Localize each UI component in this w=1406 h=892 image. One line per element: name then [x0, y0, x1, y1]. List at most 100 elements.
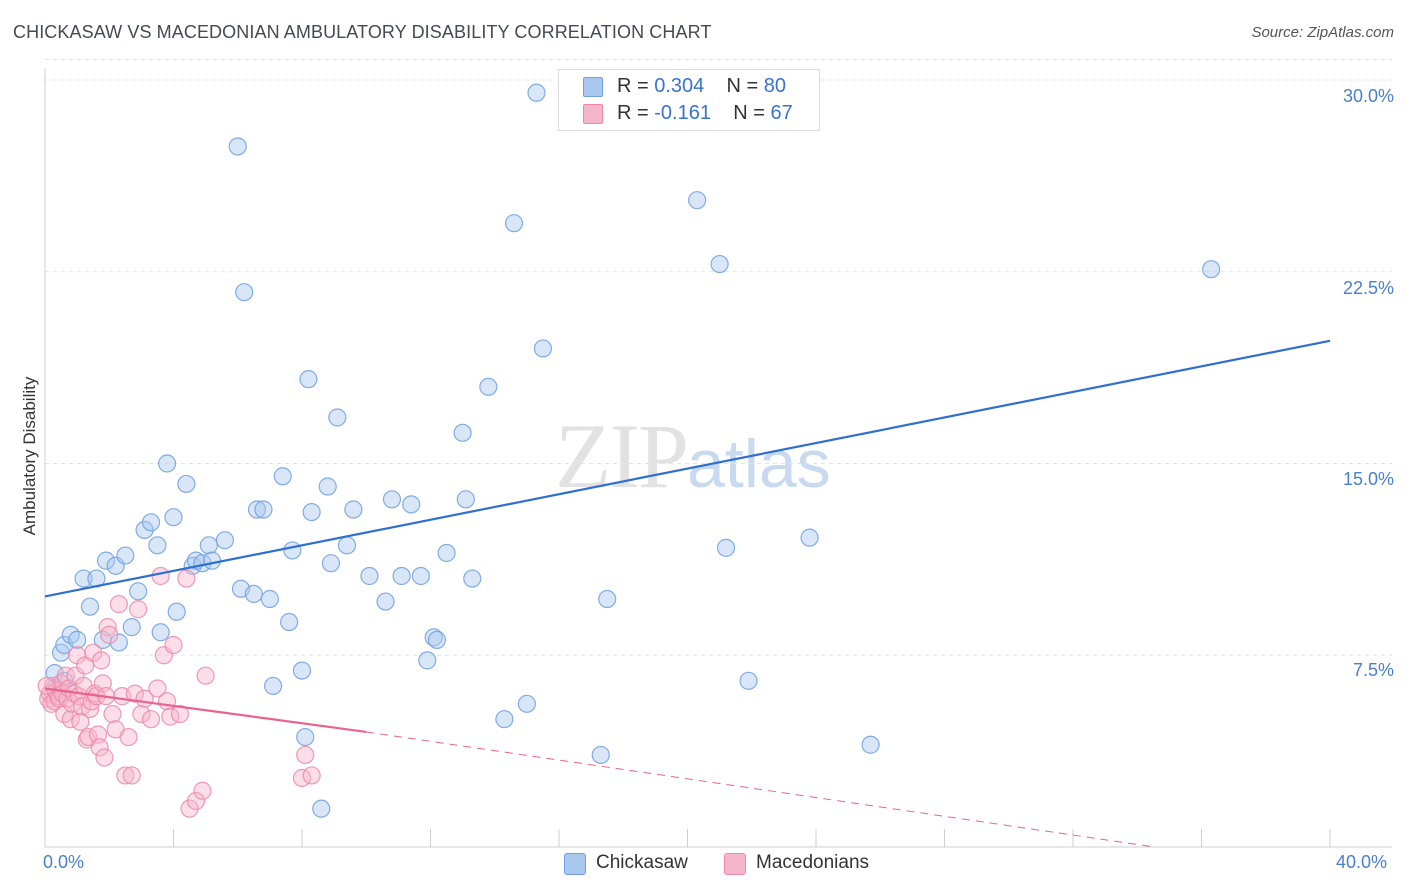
macedonians-trend-extension [366, 731, 1155, 848]
chickasaw-point [463, 569, 482, 588]
macedonians-point [103, 704, 122, 724]
macedonians-point [196, 666, 215, 685]
macedonians-point [129, 600, 148, 619]
chickasaw-point [260, 589, 279, 609]
macedonians-point [132, 704, 151, 724]
legend-n-label: N = [726, 75, 759, 97]
macedonians-point [109, 595, 128, 614]
y-tick-label-22-5: 22.5% [1342, 278, 1394, 298]
macedonians-point [177, 569, 196, 588]
macedonians-point [302, 766, 321, 785]
chickasaw-point [861, 735, 880, 754]
bottom-legend-label-macedonians: Macedonians [756, 852, 870, 873]
legend-text-chickasaw: R = 0.304 N = 80 [617, 75, 786, 98]
macedonians-point [116, 766, 135, 785]
trend-lines [44, 339, 1331, 848]
chickasaw-point [299, 370, 318, 389]
chickasaw-point [141, 513, 161, 532]
chickasaw-point [199, 536, 218, 555]
chickasaw-point [280, 612, 299, 632]
legend-r-label: R = [617, 75, 649, 97]
data-points [37, 83, 1221, 818]
chickasaw-point [456, 490, 475, 509]
chickasaw-point [504, 214, 524, 233]
macedonians-point [95, 748, 114, 767]
macedonians-point [90, 738, 109, 757]
chickasaw-point [151, 623, 170, 642]
chickasaw-point [148, 536, 167, 555]
macedonians-point [37, 676, 56, 696]
chickasaw-point [710, 254, 729, 274]
chickasaw-point [479, 377, 498, 396]
chickasaw-point [273, 467, 292, 486]
chart-title: CHICKASAW VS MACEDONIAN AMBULATORY DISAB… [13, 22, 712, 42]
macedonians-point [71, 712, 90, 731]
legend-r-value: -0.161 [654, 102, 711, 124]
chickasaw-point [598, 589, 617, 609]
chickasaw-point [96, 551, 116, 570]
chickasaw-point [164, 508, 183, 527]
chart-source: Source: ZipAtlas.com [1251, 24, 1394, 41]
macedonians-point [119, 727, 138, 747]
chickasaw-point [283, 541, 302, 560]
chickasaw-point [392, 566, 411, 586]
legend-r-label: R = [617, 102, 649, 124]
macedonians-point [92, 651, 111, 670]
chickasaw-point [1202, 260, 1221, 279]
chickasaw-point [411, 566, 430, 586]
chickasaw-point [263, 676, 283, 696]
y-axis-label: Ambulatory Disability [20, 376, 39, 536]
macedonians-point [157, 692, 177, 711]
chickasaw-point [244, 584, 263, 603]
legend-n-value: 80 [763, 75, 787, 97]
chickasaw-point [360, 566, 379, 586]
axes [44, 68, 1392, 848]
legend-n-value: 67 [770, 102, 793, 124]
chickasaw-point [382, 490, 402, 509]
bottom-legend: Chickasaw Macedonians [0, 852, 1406, 878]
grid-lines [45, 59, 1392, 656]
chickasaw-point [228, 137, 247, 156]
chickasaw-point [167, 602, 186, 621]
legend-swatch-chickasaw [583, 77, 603, 97]
chickasaw-point [292, 661, 312, 680]
chickasaw-point [424, 628, 443, 647]
chickasaw-point [321, 554, 341, 573]
chickasaw-point [716, 538, 736, 557]
chickasaw-point [318, 477, 337, 496]
x-tick-label-max: 40.0% [1336, 852, 1388, 872]
macedonians-point [151, 566, 170, 586]
chickasaw-point [418, 651, 437, 670]
chickasaw-point [453, 423, 472, 442]
chickasaw-point [739, 671, 758, 690]
macedonians-point [76, 656, 95, 675]
y-tick-label-30: 30.0% [1342, 86, 1394, 106]
chickasaw-point [80, 597, 100, 616]
macedonians-point [186, 791, 206, 811]
macedonians-point [98, 618, 117, 637]
chickasaw-point [402, 495, 421, 514]
chickasaw-point [202, 551, 222, 570]
macedonians-point [170, 704, 190, 724]
y-tick-label-7-5: 7.5% [1352, 660, 1394, 680]
legend-r-value: 0.304 [654, 75, 705, 97]
macedonians-point [141, 710, 161, 729]
chickasaw-point [437, 543, 456, 563]
chickasaw-point [688, 191, 707, 210]
legend-swatch-macedonians [583, 104, 603, 124]
macedonians-point [296, 745, 315, 765]
chickasaw-point [337, 536, 357, 555]
chickasaw-point [495, 710, 514, 729]
chickasaw-point [328, 408, 347, 427]
legend-text-macedonians: R = -0.161 N = 67 [617, 102, 793, 125]
chickasaw-point [215, 531, 234, 550]
chickasaw-point [312, 799, 331, 818]
macedonians-point [164, 635, 183, 655]
legend-n-label: N = [733, 102, 765, 124]
bottom-legend-swatch-chickasaw [564, 853, 586, 875]
bottom-legend-swatch-macedonians [724, 853, 746, 875]
chickasaw-point [302, 502, 321, 522]
chickasaw-point [517, 694, 536, 713]
macedonians-point [100, 625, 119, 644]
